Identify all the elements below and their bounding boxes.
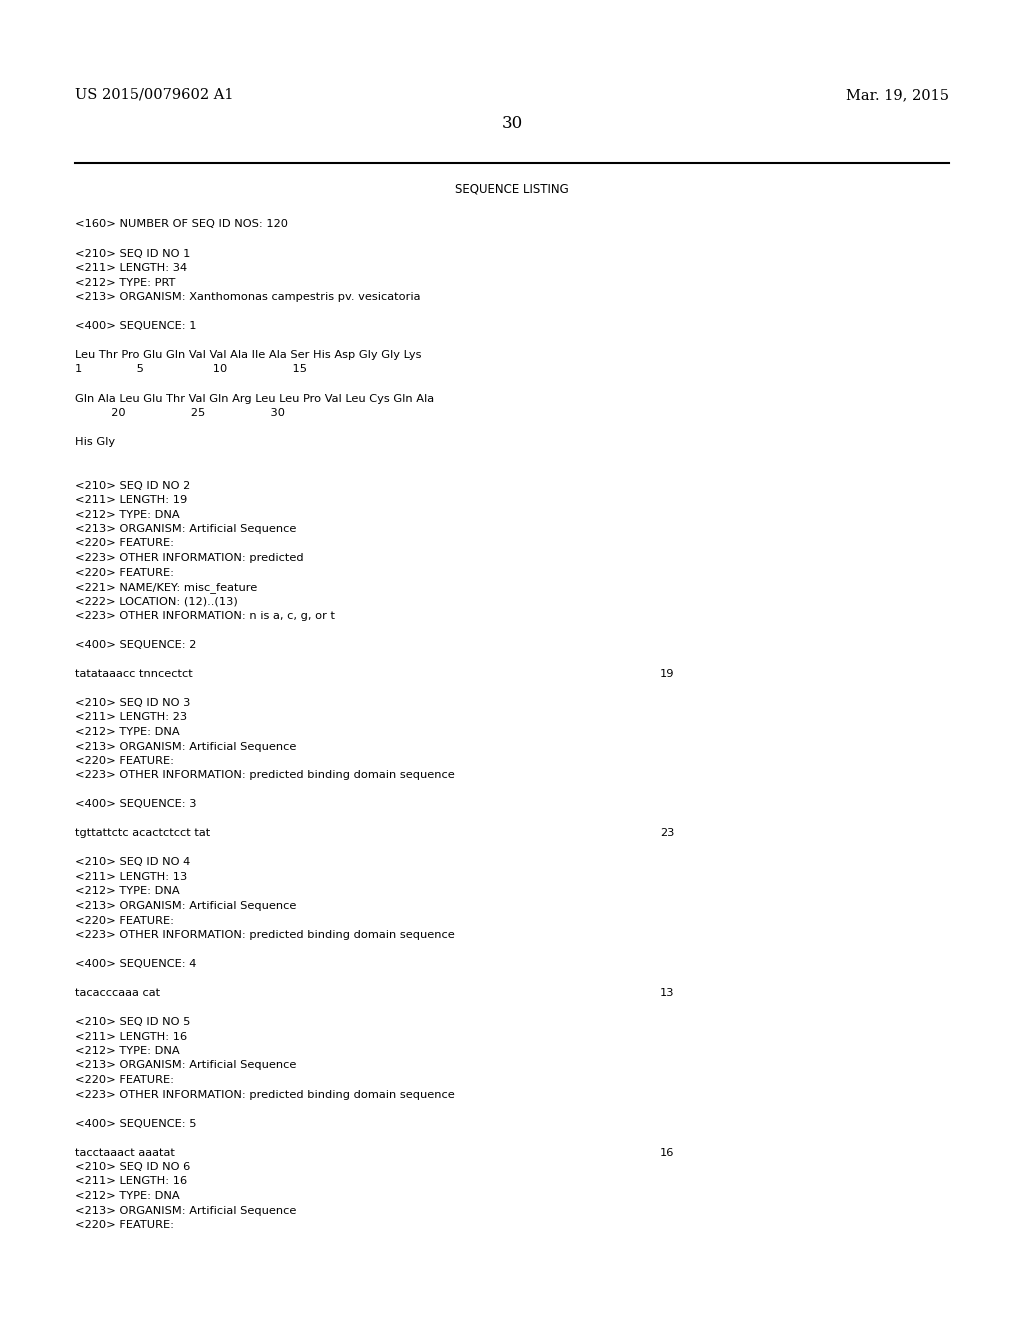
Text: His Gly: His Gly: [75, 437, 115, 447]
Text: <211> LENGTH: 16: <211> LENGTH: 16: [75, 1031, 187, 1041]
Text: <212> TYPE: DNA: <212> TYPE: DNA: [75, 1191, 179, 1201]
Text: <210> SEQ ID NO 5: <210> SEQ ID NO 5: [75, 1016, 190, 1027]
Text: <400> SEQUENCE: 3: <400> SEQUENCE: 3: [75, 800, 197, 809]
Text: <220> FEATURE:: <220> FEATURE:: [75, 539, 174, 549]
Text: <213> ORGANISM: Artificial Sequence: <213> ORGANISM: Artificial Sequence: [75, 1060, 296, 1071]
Text: <212> TYPE: DNA: <212> TYPE: DNA: [75, 510, 179, 520]
Text: <220> FEATURE:: <220> FEATURE:: [75, 916, 174, 925]
Text: <213> ORGANISM: Artificial Sequence: <213> ORGANISM: Artificial Sequence: [75, 1205, 296, 1216]
Text: <220> FEATURE:: <220> FEATURE:: [75, 568, 174, 578]
Text: <213> ORGANISM: Artificial Sequence: <213> ORGANISM: Artificial Sequence: [75, 742, 296, 751]
Text: Gln Ala Leu Glu Thr Val Gln Arg Leu Leu Pro Val Leu Cys Gln Ala: Gln Ala Leu Glu Thr Val Gln Arg Leu Leu …: [75, 393, 434, 404]
Text: 1               5                   10                  15: 1 5 10 15: [75, 364, 307, 375]
Text: <211> LENGTH: 16: <211> LENGTH: 16: [75, 1176, 187, 1187]
Text: <211> LENGTH: 23: <211> LENGTH: 23: [75, 713, 187, 722]
Text: <223> OTHER INFORMATION: n is a, c, g, or t: <223> OTHER INFORMATION: n is a, c, g, o…: [75, 611, 335, 620]
Text: <210> SEQ ID NO 1: <210> SEQ ID NO 1: [75, 248, 190, 259]
Text: <213> ORGANISM: Xanthomonas campestris pv. vesicatoria: <213> ORGANISM: Xanthomonas campestris p…: [75, 292, 421, 302]
Text: <211> LENGTH: 34: <211> LENGTH: 34: [75, 263, 187, 273]
Text: <212> TYPE: PRT: <212> TYPE: PRT: [75, 277, 175, 288]
Text: tacctaaact aaatat: tacctaaact aaatat: [75, 1147, 175, 1158]
Text: <223> OTHER INFORMATION: predicted binding domain sequence: <223> OTHER INFORMATION: predicted bindi…: [75, 931, 455, 940]
Text: <210> SEQ ID NO 4: <210> SEQ ID NO 4: [75, 858, 190, 867]
Text: <220> FEATURE:: <220> FEATURE:: [75, 1074, 174, 1085]
Text: <400> SEQUENCE: 2: <400> SEQUENCE: 2: [75, 640, 197, 649]
Text: <212> TYPE: DNA: <212> TYPE: DNA: [75, 727, 179, 737]
Text: <400> SEQUENCE: 4: <400> SEQUENCE: 4: [75, 960, 197, 969]
Text: Leu Thr Pro Glu Gln Val Val Ala Ile Ala Ser His Asp Gly Gly Lys: Leu Thr Pro Glu Gln Val Val Ala Ile Ala …: [75, 350, 422, 360]
Text: tatataaacc tnncectct: tatataaacc tnncectct: [75, 669, 193, 678]
Text: tgttattctc acactctcct tat: tgttattctc acactctcct tat: [75, 829, 210, 838]
Text: <400> SEQUENCE: 5: <400> SEQUENCE: 5: [75, 1118, 197, 1129]
Text: <211> LENGTH: 13: <211> LENGTH: 13: [75, 873, 187, 882]
Text: <223> OTHER INFORMATION: predicted binding domain sequence: <223> OTHER INFORMATION: predicted bindi…: [75, 1089, 455, 1100]
Text: 13: 13: [660, 987, 675, 998]
Text: SEQUENCE LISTING: SEQUENCE LISTING: [455, 183, 569, 195]
Text: <210> SEQ ID NO 2: <210> SEQ ID NO 2: [75, 480, 190, 491]
Text: 20                  25                  30: 20 25 30: [75, 408, 285, 418]
Text: <222> LOCATION: (12)..(13): <222> LOCATION: (12)..(13): [75, 597, 238, 606]
Text: <400> SEQUENCE: 1: <400> SEQUENCE: 1: [75, 321, 197, 331]
Text: <211> LENGTH: 19: <211> LENGTH: 19: [75, 495, 187, 506]
Text: 30: 30: [502, 115, 522, 132]
Text: <220> FEATURE:: <220> FEATURE:: [75, 756, 174, 766]
Text: <220> FEATURE:: <220> FEATURE:: [75, 1220, 174, 1230]
Text: 23: 23: [660, 829, 675, 838]
Text: <213> ORGANISM: Artificial Sequence: <213> ORGANISM: Artificial Sequence: [75, 902, 296, 911]
Text: <213> ORGANISM: Artificial Sequence: <213> ORGANISM: Artificial Sequence: [75, 524, 296, 535]
Text: <223> OTHER INFORMATION: predicted: <223> OTHER INFORMATION: predicted: [75, 553, 304, 564]
Text: <212> TYPE: DNA: <212> TYPE: DNA: [75, 1045, 179, 1056]
Text: <212> TYPE: DNA: <212> TYPE: DNA: [75, 887, 179, 896]
Text: <210> SEQ ID NO 6: <210> SEQ ID NO 6: [75, 1162, 190, 1172]
Text: 16: 16: [660, 1147, 675, 1158]
Text: US 2015/0079602 A1: US 2015/0079602 A1: [75, 88, 233, 102]
Text: <221> NAME/KEY: misc_feature: <221> NAME/KEY: misc_feature: [75, 582, 257, 593]
Text: tacacccaaa cat: tacacccaaa cat: [75, 987, 160, 998]
Text: <223> OTHER INFORMATION: predicted binding domain sequence: <223> OTHER INFORMATION: predicted bindi…: [75, 771, 455, 780]
Text: <160> NUMBER OF SEQ ID NOS: 120: <160> NUMBER OF SEQ ID NOS: 120: [75, 219, 288, 230]
Text: Mar. 19, 2015: Mar. 19, 2015: [846, 88, 949, 102]
Text: <210> SEQ ID NO 3: <210> SEQ ID NO 3: [75, 698, 190, 708]
Text: 19: 19: [660, 669, 675, 678]
